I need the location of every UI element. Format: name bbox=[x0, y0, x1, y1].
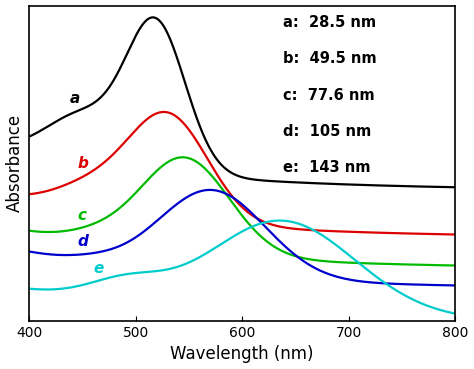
Text: b:  49.5 nm: b: 49.5 nm bbox=[283, 51, 376, 66]
Text: a: a bbox=[70, 90, 80, 106]
Text: c: c bbox=[77, 208, 86, 223]
X-axis label: Wavelength (nm): Wavelength (nm) bbox=[171, 345, 314, 363]
Text: c:  77.6 nm: c: 77.6 nm bbox=[283, 87, 374, 103]
Text: e: e bbox=[93, 261, 103, 276]
Text: b: b bbox=[77, 156, 88, 171]
Text: d:  105 nm: d: 105 nm bbox=[283, 124, 371, 139]
Y-axis label: Absorbance: Absorbance bbox=[6, 114, 24, 212]
Text: e:  143 nm: e: 143 nm bbox=[283, 160, 370, 175]
Text: d: d bbox=[77, 234, 88, 249]
Text: a:  28.5 nm: a: 28.5 nm bbox=[283, 15, 376, 30]
